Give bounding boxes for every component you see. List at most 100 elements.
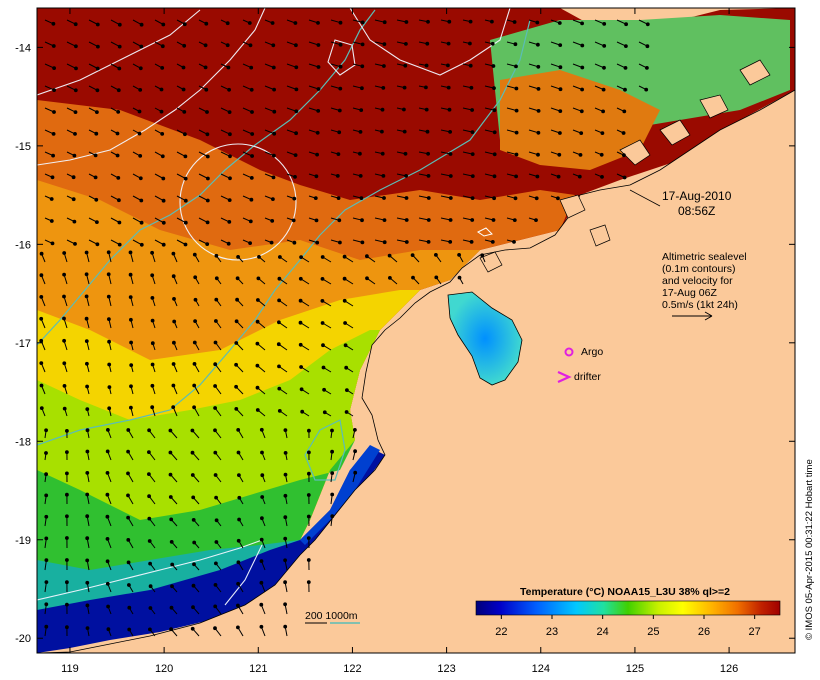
velocity-arrow-head <box>65 492 69 497</box>
colorbar-tick-label: 25 <box>647 626 659 638</box>
velocity-arrow-head <box>381 174 386 178</box>
velocity-arrow-head <box>404 42 408 46</box>
velocity-arrow-head <box>129 384 133 389</box>
velocity-arrow-head <box>147 450 151 455</box>
velocity-arrow-head <box>321 343 325 348</box>
velocity-arrow-head <box>213 626 217 631</box>
velocity-arrow-head <box>492 174 497 179</box>
velocity-arrow-head <box>602 44 607 48</box>
velocity-arrow-head <box>128 250 133 255</box>
velocity-arrow-head <box>353 428 357 432</box>
velocity-arrow-head <box>85 471 90 475</box>
velocity-arrow-head <box>402 85 407 90</box>
velocity-arrow-head <box>299 387 304 392</box>
velocity-arrow-head <box>292 196 297 201</box>
velocity-arrow-head <box>382 42 387 46</box>
velocity-arrow-head <box>62 316 66 321</box>
velocity-arrow-head <box>535 174 540 179</box>
velocity-arrow-head <box>360 218 364 223</box>
velocity-arrow-head <box>388 276 392 280</box>
velocity-arrow-head <box>404 20 409 24</box>
velocity-arrow-head <box>95 110 99 114</box>
coast-marker <box>477 227 493 237</box>
velocity-arrow-head <box>469 85 474 90</box>
velocity-arrow-head <box>259 624 264 629</box>
velocity-arrow-head <box>337 108 342 113</box>
velocity-arrow-head <box>228 132 232 137</box>
velocity-arrow-head <box>170 584 174 589</box>
velocity-arrow-head <box>106 428 110 432</box>
velocity-arrow-head <box>204 21 209 26</box>
sea-cold-coast <box>300 445 380 545</box>
velocity-arrow-head <box>622 153 626 158</box>
velocity-arrow-head <box>469 240 474 244</box>
velocity-arrow-head <box>183 198 188 203</box>
velocity-arrow-head <box>426 240 431 244</box>
velocity-arrow-head <box>557 21 562 25</box>
velocity-arrow-head <box>468 41 472 46</box>
velocity-arrow-head <box>344 365 349 370</box>
velocity-arrow-head <box>298 320 303 325</box>
velocity-arrow-head <box>249 65 254 70</box>
sea-surface-temperature <box>37 8 795 653</box>
velocity-arrow-head <box>139 22 144 27</box>
velocity-arrow-head <box>322 387 327 392</box>
velocity-arrow-head <box>129 363 134 368</box>
velocity-arrow-head <box>382 64 386 68</box>
velocity-arrow-head <box>283 580 288 585</box>
velocity-arrow-head <box>51 153 55 158</box>
velocity-arrow-head <box>277 298 282 303</box>
velocity-arrow-head <box>65 514 69 519</box>
velocity-arrow-head <box>95 66 100 71</box>
velocity-arrow-head <box>448 240 453 244</box>
velocity-arrow-head <box>235 276 240 281</box>
velocity-arrow-head <box>514 152 519 157</box>
velocity-arrow-head <box>382 240 387 245</box>
velocity-arrow-head <box>248 219 253 224</box>
velocity-arrow-head <box>44 451 48 455</box>
velocity-arrow-head <box>387 253 392 258</box>
velocity-arrow-head <box>558 109 563 113</box>
velocity-arrow-head <box>72 219 77 224</box>
velocity-arrow-head <box>381 86 386 90</box>
velocity-arrow-head <box>425 129 430 134</box>
velocity-arrow-head <box>148 561 153 566</box>
velocity-arrow-head <box>126 560 131 565</box>
colorbar-tick-label: 23 <box>546 626 558 638</box>
velocity-arrow-head <box>49 197 54 201</box>
velocity-arrow-head <box>93 175 98 180</box>
velocity-arrow-head <box>161 176 166 181</box>
velocity-arrow-head <box>259 427 264 432</box>
velocity-arrow-head <box>148 584 153 589</box>
velocity-arrow-head <box>448 130 453 134</box>
velocity-arrow-head <box>294 109 299 114</box>
velocity-arrow-head <box>343 343 348 348</box>
velocity-arrow-head <box>150 405 155 410</box>
velocity-arrow-head <box>192 383 197 388</box>
velocity-arrow-head <box>468 63 473 68</box>
altimetry-line-2: (0.1m contours) <box>662 263 736 275</box>
velocity-arrow-head <box>272 153 276 158</box>
velocity-arrow-head <box>50 241 55 246</box>
colorbar-tick-label: 27 <box>749 626 761 638</box>
velocity-arrow-head <box>191 583 196 588</box>
lat-tick-label: -18 <box>15 436 31 448</box>
velocity-arrow-head <box>213 604 218 609</box>
velocity-arrow-head <box>514 108 519 113</box>
velocity-arrow-head <box>85 580 90 585</box>
velocity-arrow-head <box>448 218 453 222</box>
altimetry-line-1: Altimetric sealevel <box>662 251 747 263</box>
velocity-arrow-head <box>271 43 276 48</box>
velocity-arrow-head <box>249 176 254 180</box>
velocity-arrow-head <box>250 132 255 136</box>
velocity-arrow-head <box>126 515 131 520</box>
velocity-arrow-head <box>138 66 143 71</box>
velocity-arrow-head <box>84 316 89 321</box>
velocity-arrow-head <box>294 65 299 70</box>
velocity-arrow-head <box>65 429 69 433</box>
velocity-arrow-head <box>248 241 253 246</box>
velocity-arrow-head <box>235 297 240 302</box>
velocity-arrow-head <box>171 251 176 256</box>
velocity-arrow-head <box>139 242 144 247</box>
velocity-arrow-head <box>171 274 176 279</box>
